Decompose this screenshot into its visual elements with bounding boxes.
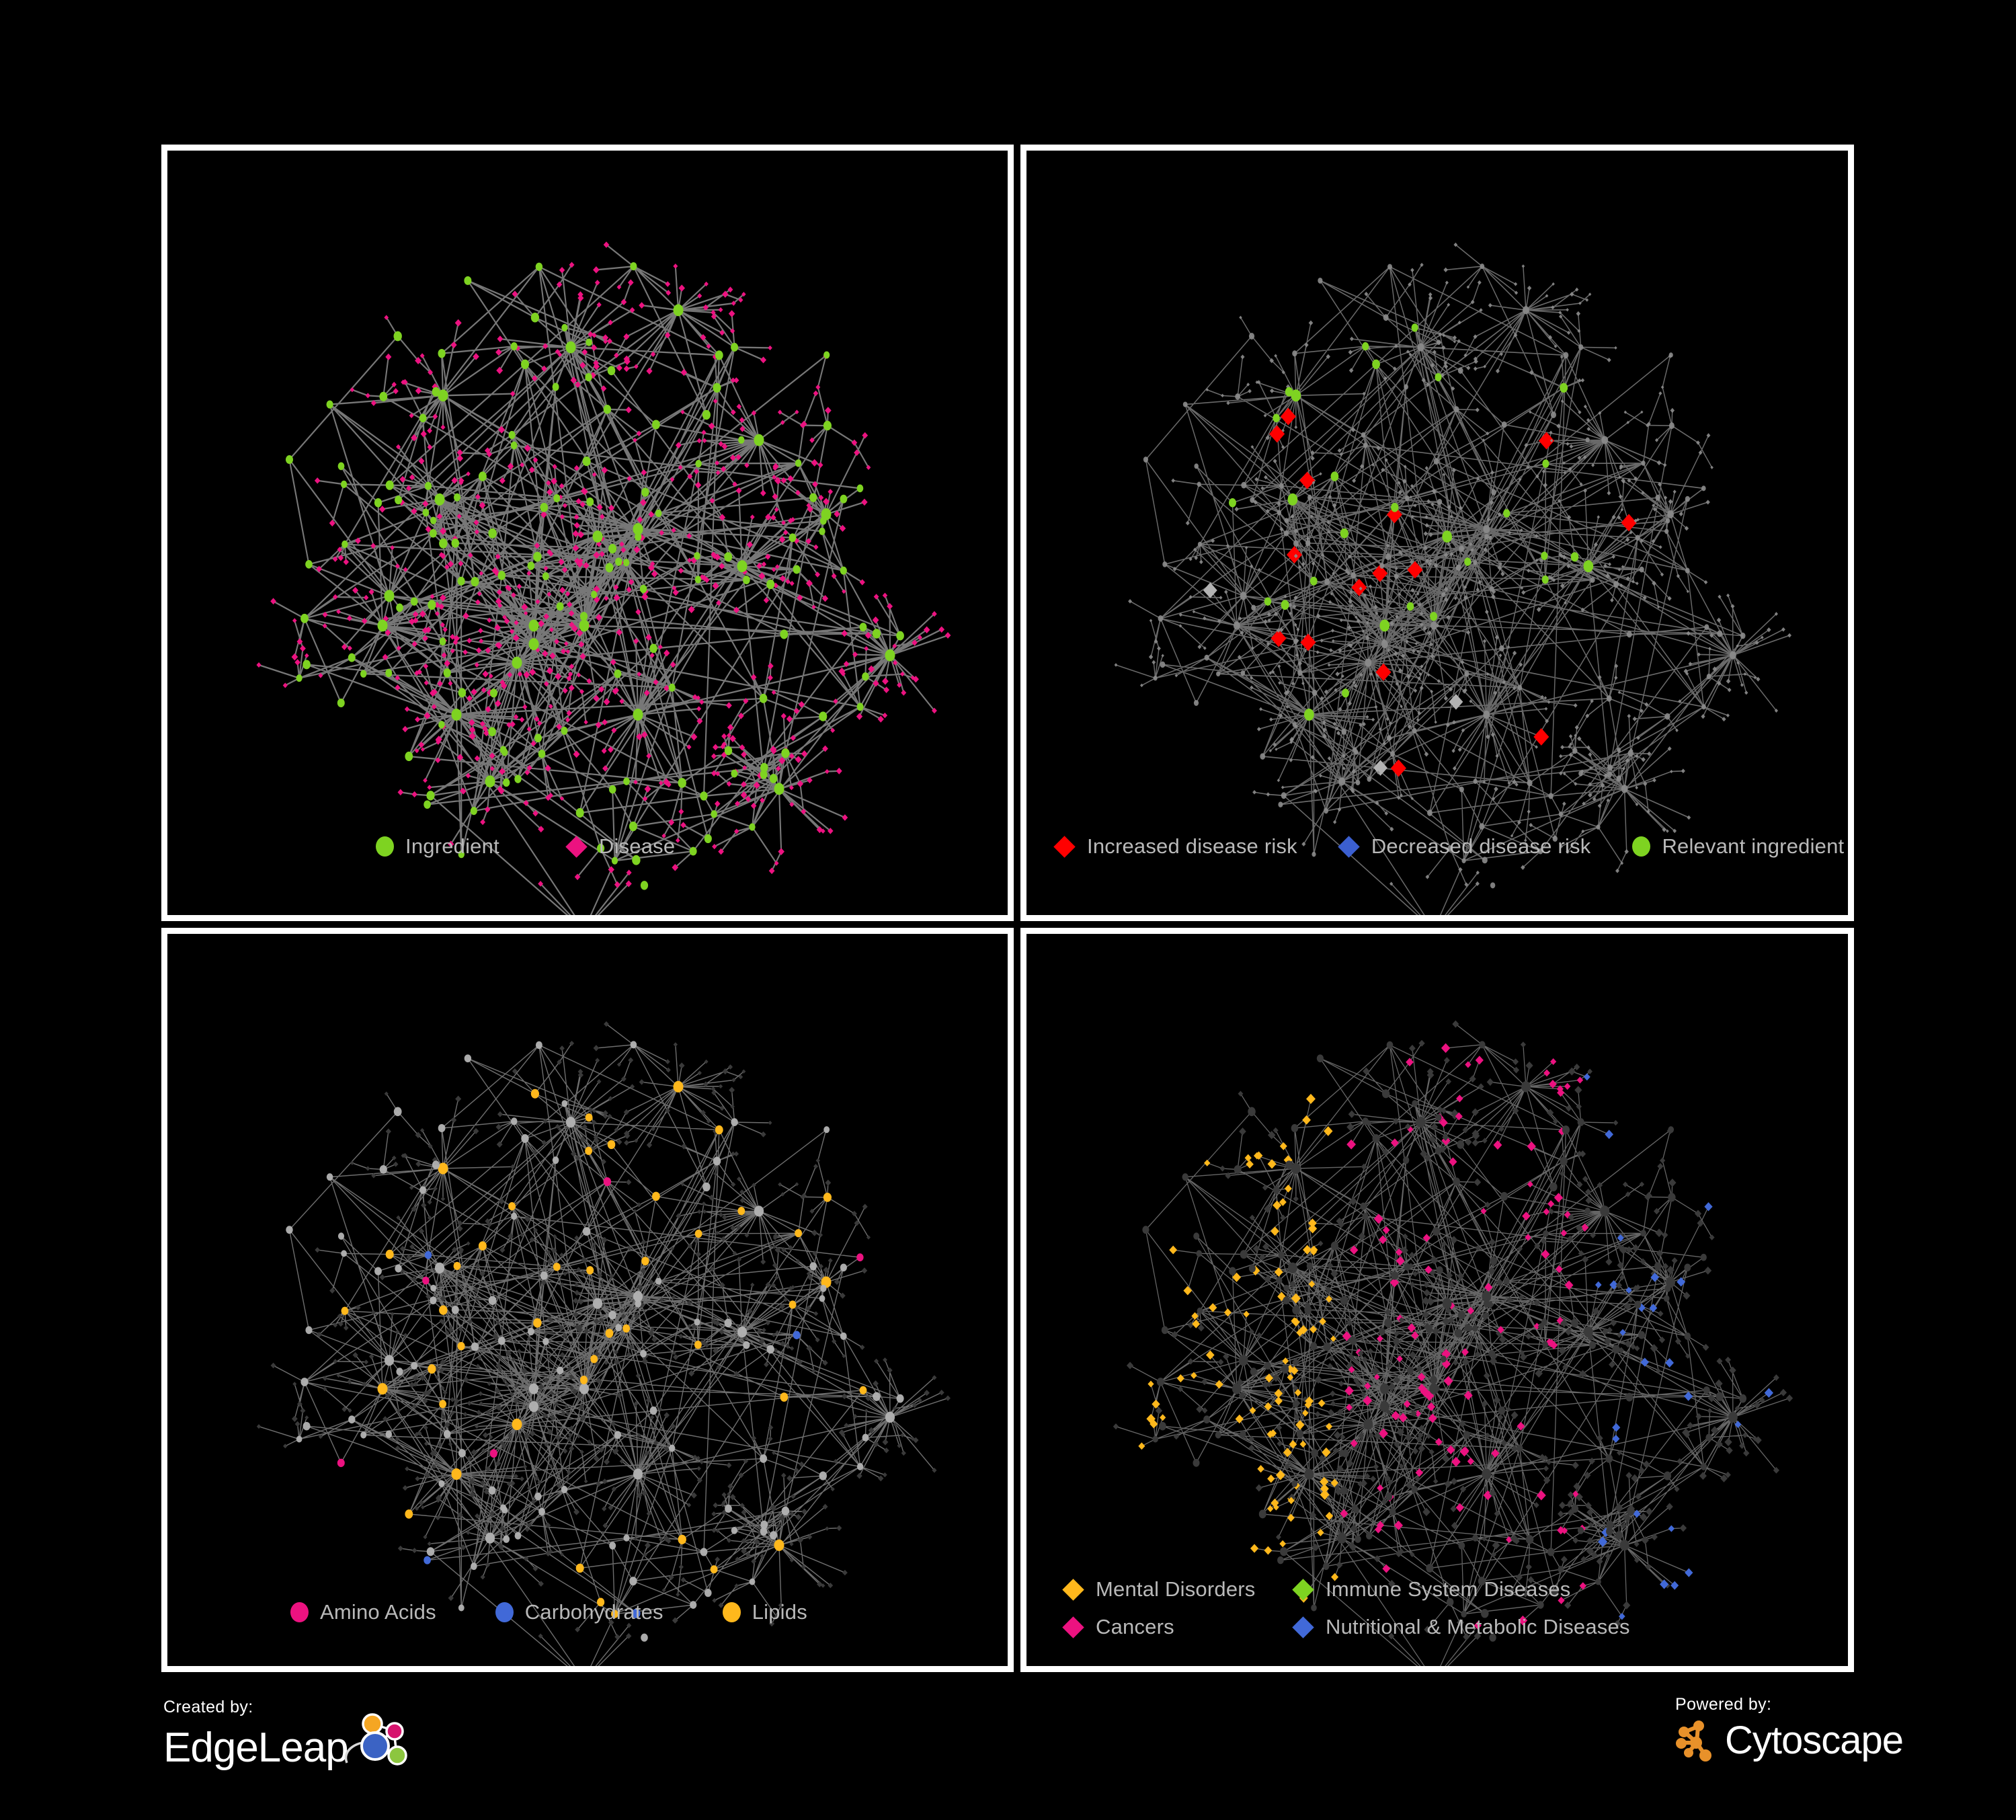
figure-footer: Created by: EdgeLeap Powered by: [0, 1679, 2016, 1820]
created-by-label: Created by: [163, 1698, 253, 1716]
legend-label: Immune System Diseases [1326, 1577, 1571, 1601]
legend-item-decreased-risk: Decreased disease risk [1338, 834, 1591, 859]
network-graph-ingredient-disease [256, 241, 951, 915]
legend-item-ingredient: Ingredient [376, 834, 499, 859]
network-canvas-disease-category[interactable] [1026, 934, 1848, 1666]
legend-label: Nutritional & Metabolic Diseases [1326, 1615, 1630, 1638]
immune-system-diseases-diamond-icon [1292, 1578, 1314, 1601]
nutritional-metabolic-diamond-icon [1292, 1616, 1314, 1638]
edgeleap-branding[interactable]: Created by: EdgeLeap [163, 1698, 414, 1775]
cytoscape-branding[interactable]: Powered by: Cytoscape [1675, 1695, 1904, 1763]
relevant-ingredient-circle-icon [1632, 836, 1651, 857]
edgeleap-wordmark: EdgeLeap [163, 1725, 349, 1771]
carbohydrates-circle-icon [495, 1602, 514, 1622]
panel-ingredient-disease[interactable]: Ingredient Disease [161, 145, 1014, 921]
increased-risk-diamond-icon [1053, 835, 1076, 858]
lipids-circle-icon [722, 1602, 741, 1622]
legend-item-carbohydrates: Carbohydrates [495, 1600, 663, 1624]
amino-acids-circle-icon [290, 1602, 309, 1622]
legend-label: Lipids [752, 1600, 807, 1624]
legend-label: Decreased disease risk [1371, 834, 1591, 858]
mental-disorders-diamond-icon [1062, 1578, 1084, 1601]
powered-by-label: Powered by: [1675, 1695, 1772, 1714]
legend-label: Ingredient [405, 834, 499, 858]
legend-ingredient-class: Amino Acids Carbohydrates Lipids [167, 1600, 1008, 1624]
legend-item-relevant-ingredient: Relevant ingredient [1632, 834, 1844, 859]
panel-disease-risk[interactable]: Increased disease risk Decreased disease… [1020, 145, 1854, 921]
legend-item-mental-disorders: Mental Disorders [1062, 1577, 1285, 1601]
edgeleap-network-logo-icon [344, 1713, 407, 1766]
cytoscape-wordmark: Cytoscape [1725, 1718, 1904, 1762]
legend-label: Increased disease risk [1087, 834, 1297, 858]
legend-item-immune-system-diseases: Immune System Diseases [1292, 1577, 1848, 1601]
network-graph-ingredient-class [256, 1021, 951, 1666]
legend-item-lipids: Lipids [722, 1600, 807, 1624]
legend-item-increased-risk: Increased disease risk [1053, 834, 1297, 859]
network-canvas-ingredient-disease[interactable] [167, 151, 1008, 915]
network-figure-grid: Ingredient Disease Increased disease ris… [161, 145, 1854, 1672]
legend-disease-category: Mental Disorders Immune System Diseases … [1026, 1577, 1848, 1639]
disease-diamond-icon [565, 835, 588, 858]
legend-label: Relevant ingredient [1662, 834, 1845, 858]
ingredient-circle-icon [376, 836, 394, 857]
network-canvas-ingredient-class[interactable] [167, 934, 1008, 1666]
panel-disease-category[interactable]: Mental Disorders Immune System Diseases … [1020, 928, 1854, 1672]
legend-label: Disease [598, 834, 676, 858]
legend-label: Carbohydrates [524, 1600, 663, 1624]
decreased-risk-diamond-icon [1338, 835, 1360, 858]
legend-item-amino-acids: Amino Acids [290, 1600, 436, 1624]
network-graph-disease-category [1113, 1020, 1793, 1666]
legend-label: Amino Acids [320, 1600, 436, 1624]
cytoscape-logo-icon [1676, 1720, 1711, 1762]
cancers-diamond-icon [1062, 1616, 1084, 1638]
network-canvas-disease-risk[interactable] [1026, 151, 1848, 915]
legend-item-cancers: Cancers [1062, 1615, 1285, 1639]
legend-label: Cancers [1096, 1615, 1174, 1638]
panel-ingredient-class[interactable]: Amino Acids Carbohydrates Lipids [161, 928, 1014, 1672]
legend-item-disease: Disease [565, 834, 676, 859]
network-graph-disease-risk [1114, 242, 1791, 915]
legend-ingredient-disease: Ingredient Disease [167, 834, 1008, 859]
legend-label: Mental Disorders [1096, 1577, 1256, 1601]
legend-item-nutritional-metabolic-diseases: Nutritional & Metabolic Diseases [1292, 1615, 1848, 1639]
legend-disease-risk: Increased disease risk Decreased disease… [1026, 834, 1848, 859]
